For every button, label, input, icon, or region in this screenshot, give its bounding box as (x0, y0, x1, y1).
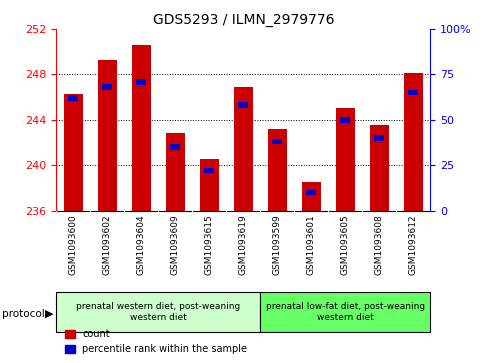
Bar (56, 292, 260, 332)
Bar (132, 45, 150, 211)
Bar (340, 117, 350, 123)
Bar (403, 73, 422, 211)
Text: GSM1093612: GSM1093612 (408, 215, 417, 275)
Bar (204, 168, 214, 174)
Text: GSM1093601: GSM1093601 (306, 215, 315, 276)
Bar (301, 182, 320, 211)
Title: GDS5293 / ILMN_2979776: GDS5293 / ILMN_2979776 (152, 13, 333, 26)
Bar (238, 102, 248, 108)
Bar (136, 79, 146, 85)
Text: GSM1093600: GSM1093600 (69, 215, 78, 276)
Bar (98, 60, 116, 211)
Bar (369, 126, 388, 211)
Text: prenatal western diet, post-weaning
western diet: prenatal western diet, post-weaning west… (76, 302, 240, 322)
Bar (267, 129, 286, 211)
Bar (68, 95, 78, 101)
Bar (407, 90, 418, 95)
Bar (200, 159, 218, 211)
Bar (373, 135, 384, 141)
Bar (305, 189, 316, 195)
Text: GSM1093615: GSM1093615 (204, 215, 213, 276)
Text: prenatal low-fat diet, post-weaning
western diet: prenatal low-fat diet, post-weaning west… (265, 302, 424, 322)
Bar (233, 87, 252, 211)
Bar (170, 144, 180, 150)
Text: protocol: protocol (2, 309, 45, 319)
Text: GSM1093608: GSM1093608 (374, 215, 383, 276)
Text: ▶: ▶ (45, 309, 53, 319)
Text: GSM1093604: GSM1093604 (137, 215, 145, 275)
Text: GSM1093605: GSM1093605 (340, 215, 349, 276)
Bar (260, 292, 429, 332)
Bar (165, 133, 184, 211)
Text: GSM1093619: GSM1093619 (238, 215, 247, 276)
Text: GSM1093599: GSM1093599 (272, 215, 281, 276)
Text: GSM1093602: GSM1093602 (102, 215, 112, 275)
Text: GSM1093609: GSM1093609 (170, 215, 180, 276)
Bar (335, 109, 354, 211)
Bar (102, 84, 112, 90)
Bar (64, 94, 82, 211)
Bar (272, 139, 282, 144)
Legend: count, percentile rank within the sample: count, percentile rank within the sample (61, 326, 251, 358)
